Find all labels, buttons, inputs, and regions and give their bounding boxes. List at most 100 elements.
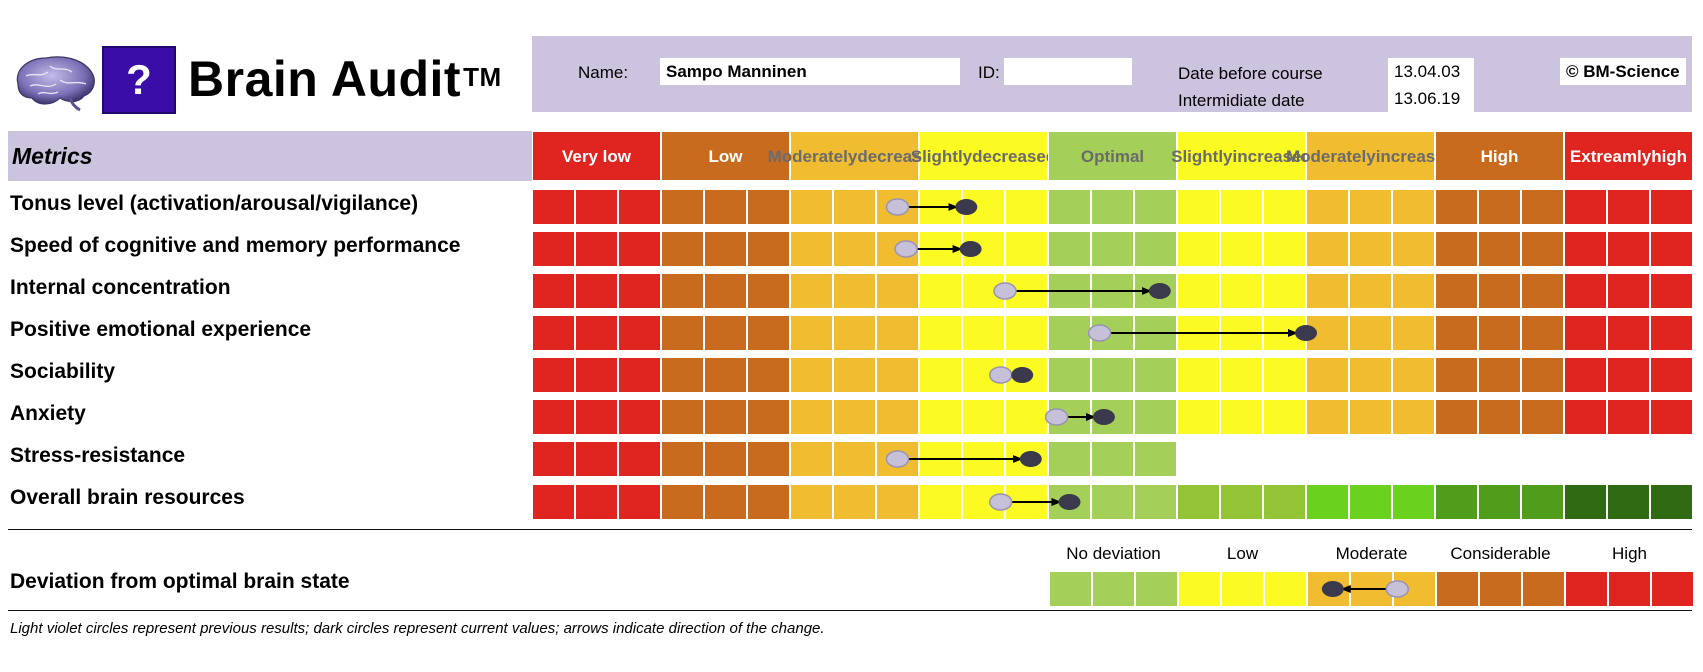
metric-cell xyxy=(1608,274,1649,308)
metric-cell xyxy=(662,485,703,519)
metric-cell xyxy=(1522,485,1563,519)
metric-cell xyxy=(1135,485,1176,519)
metric-cell xyxy=(1307,190,1348,224)
category-header: Very low xyxy=(532,131,661,181)
category-header: Slightly increased xyxy=(1171,131,1312,181)
metric-cell xyxy=(877,274,918,308)
metric-cell xyxy=(1350,358,1391,392)
metric-cell xyxy=(1092,358,1133,392)
metric-cell xyxy=(1393,358,1434,392)
metric-previous-point xyxy=(1087,324,1112,342)
metric-cell xyxy=(619,190,660,224)
metric-cell xyxy=(619,485,660,519)
deviation-previous-point xyxy=(1385,580,1410,598)
metric-cell xyxy=(1479,400,1520,434)
intermediate-date-field[interactable]: 13.06.19 xyxy=(1388,85,1474,112)
metric-cell xyxy=(1651,232,1692,266)
metric-cell xyxy=(533,274,574,308)
metric-label: Anxiety xyxy=(10,402,86,425)
id-label: ID: xyxy=(978,63,1000,82)
metric-previous-point xyxy=(993,282,1017,300)
metric-cell xyxy=(834,316,875,350)
metric-cell xyxy=(533,190,574,224)
deviation-cell xyxy=(1050,572,1091,606)
deviation-level-label: Moderate xyxy=(1335,544,1408,563)
metric-cell xyxy=(705,358,746,392)
metric-cell xyxy=(748,316,789,350)
metric-cell xyxy=(1178,232,1219,266)
name-field[interactable]: Sampo Manninen xyxy=(660,58,960,85)
category-header-line: Moderately xyxy=(767,146,858,166)
metric-cell xyxy=(1092,232,1133,266)
metric-cell xyxy=(1651,274,1692,308)
metric-cell xyxy=(791,232,832,266)
metric-cell xyxy=(791,190,832,224)
category-header: Slightly decreased xyxy=(911,131,1056,181)
metric-cell xyxy=(1049,316,1090,350)
metric-cell xyxy=(1178,190,1219,224)
metric-label: Speed of cognitive and memory performanc… xyxy=(10,234,461,257)
category-header: Moderately decreased xyxy=(768,131,941,181)
metric-cell xyxy=(1479,190,1520,224)
metric-cell xyxy=(791,400,832,434)
metric-label: Stress-resistance xyxy=(10,444,186,467)
metric-cell xyxy=(1522,316,1563,350)
metric-cell xyxy=(1393,190,1434,224)
deviation-level-label: Considerable xyxy=(1450,544,1551,563)
metric-cell xyxy=(1522,358,1563,392)
metric-cell xyxy=(1264,358,1305,392)
metric-cell xyxy=(920,274,961,308)
category-header-line: Moderately xyxy=(1285,146,1376,166)
legend-note: Light violet circles represent previous … xyxy=(10,620,825,637)
metric-cell xyxy=(1393,400,1434,434)
deviation-level-label: No deviation xyxy=(1066,544,1161,563)
metric-label: Internal concentration xyxy=(10,276,231,299)
metric-cell xyxy=(1049,442,1090,476)
metric-cell xyxy=(576,442,617,476)
metric-cell xyxy=(1393,232,1434,266)
metric-previous-point xyxy=(885,450,910,468)
metric-previous-point xyxy=(894,240,918,258)
metric-cell xyxy=(1479,358,1520,392)
category-header-line: Extreamly xyxy=(1569,146,1652,166)
metric-cell xyxy=(748,485,789,519)
metric-cell xyxy=(1436,358,1477,392)
metric-cell xyxy=(1479,316,1520,350)
metric-cell xyxy=(662,190,703,224)
metric-cell xyxy=(834,232,875,266)
deviation-cell xyxy=(1179,572,1220,606)
metric-cell xyxy=(705,190,746,224)
category-header: High xyxy=(1435,131,1564,181)
metric-cell xyxy=(1178,485,1219,519)
metric-cell xyxy=(533,442,574,476)
metric-cell xyxy=(748,274,789,308)
metric-cell xyxy=(1522,232,1563,266)
metric-cell xyxy=(1006,316,1047,350)
metric-cell xyxy=(920,316,961,350)
metric-label: Overall brain resources xyxy=(10,486,245,509)
metric-cell xyxy=(533,358,574,392)
metric-current-point xyxy=(955,199,978,215)
metric-cell xyxy=(920,400,961,434)
metric-cell xyxy=(1479,485,1520,519)
metric-cell xyxy=(1479,274,1520,308)
metric-cell xyxy=(1221,485,1262,519)
deviation-level-label: Low xyxy=(1226,544,1259,563)
metric-cell xyxy=(1178,400,1219,434)
metric-cell xyxy=(1006,400,1047,434)
metric-cell xyxy=(1350,190,1391,224)
deviation-cell xyxy=(1523,572,1564,606)
id-field[interactable] xyxy=(1004,58,1132,85)
metric-cell xyxy=(1436,316,1477,350)
deviation-cell xyxy=(1652,572,1693,606)
metric-previous-point xyxy=(988,493,1013,511)
metric-cell xyxy=(662,274,703,308)
metric-cell xyxy=(1350,485,1391,519)
date-before-field[interactable]: 13.04.03 xyxy=(1388,58,1474,85)
category-header-line: Very low xyxy=(562,146,631,166)
metric-cell xyxy=(920,485,961,519)
metric-current-point xyxy=(1058,494,1081,510)
metric-cell xyxy=(533,400,574,434)
deviation-cell xyxy=(1566,572,1607,606)
